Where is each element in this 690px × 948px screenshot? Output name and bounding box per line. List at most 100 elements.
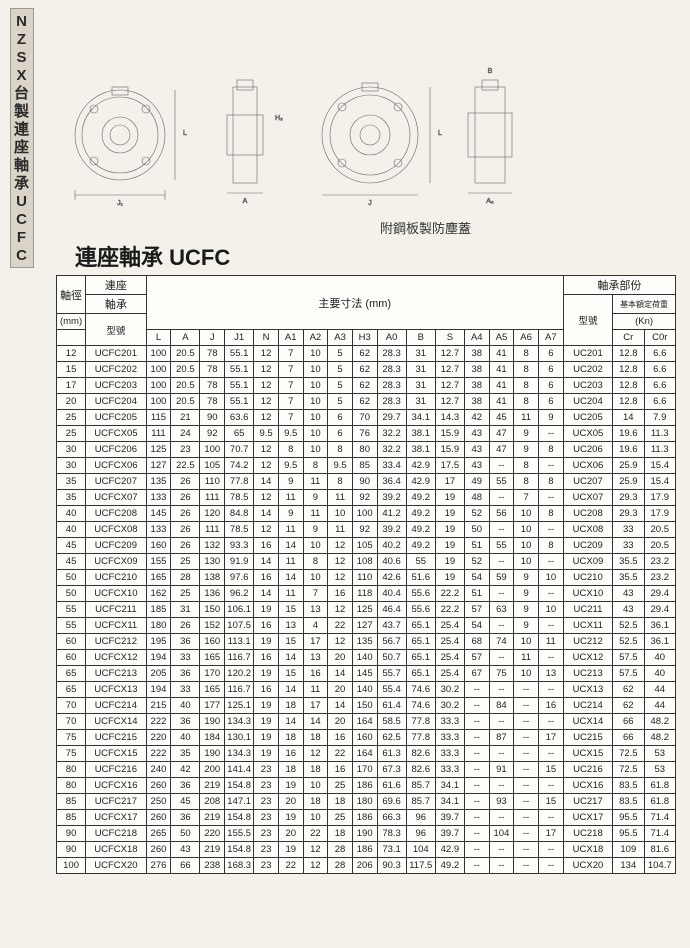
- hdr-mm: (mm): [57, 314, 86, 330]
- cell: 33: [171, 650, 200, 666]
- cell: --: [464, 746, 489, 762]
- cell: --: [514, 794, 539, 810]
- cell: 33: [613, 522, 644, 538]
- cell: UC214: [563, 698, 612, 714]
- cell: UCFC216: [86, 762, 147, 778]
- cell: 78: [200, 346, 225, 362]
- table-row: 75UCFCX1522235190134.31916122216461.382.…: [57, 746, 676, 762]
- cell: 70: [57, 714, 86, 730]
- cell: 20: [278, 826, 303, 842]
- cell: 12: [254, 378, 279, 394]
- cell: 260: [146, 842, 171, 858]
- cell: 127: [352, 618, 377, 634]
- cell: 165: [146, 570, 171, 586]
- cell: UC204: [563, 394, 612, 410]
- cell: UCFC213: [86, 666, 147, 682]
- cell: UCFC201: [86, 346, 147, 362]
- cell: 9: [303, 490, 328, 506]
- cell: 42.9: [406, 474, 435, 490]
- cell: 40.2: [377, 538, 406, 554]
- cell: 130.1: [225, 730, 254, 746]
- cell: 42.9: [435, 842, 464, 858]
- cell: 35.5: [613, 570, 644, 586]
- cell: 92: [200, 426, 225, 442]
- cell: 53: [644, 746, 676, 762]
- cell: 190: [352, 826, 377, 842]
- svg-text:J: J: [368, 200, 372, 207]
- cell: 7: [514, 490, 539, 506]
- cell: 100: [57, 858, 86, 874]
- cell: 20: [278, 794, 303, 810]
- cell: 17.5: [435, 458, 464, 474]
- cell: 85.7: [406, 794, 435, 810]
- cell: --: [538, 522, 563, 538]
- cell: 62.5: [377, 730, 406, 746]
- cell: UCX17: [563, 810, 612, 826]
- cell: 38.1: [406, 426, 435, 442]
- cell: 12.7: [435, 378, 464, 394]
- cell: 18: [278, 698, 303, 714]
- cell: 60: [57, 650, 86, 666]
- cell: UC211: [563, 602, 612, 618]
- cell: 222: [146, 746, 171, 762]
- cell: 65: [225, 426, 254, 442]
- cell: 12: [254, 362, 279, 378]
- cell: 40: [57, 506, 86, 522]
- cell: 14: [278, 538, 303, 554]
- table-row: 30UCFCX0612722.510574.2129.589.58533.442…: [57, 458, 676, 474]
- cell: 10: [328, 506, 353, 522]
- cell: 14: [254, 554, 279, 570]
- cell: 90: [57, 826, 86, 842]
- cell: 78: [200, 362, 225, 378]
- cell: 160: [352, 730, 377, 746]
- cell: 35: [57, 474, 86, 490]
- cell: 55: [489, 474, 514, 490]
- cell: 206: [352, 858, 377, 874]
- diagram-caption: 附鋼板製防塵蓋: [380, 218, 471, 237]
- svg-text:L: L: [438, 130, 442, 137]
- cell: 61.8: [644, 778, 676, 794]
- cell: 138: [200, 570, 225, 586]
- cell: 19: [254, 730, 279, 746]
- cell: UCFCX07: [86, 490, 147, 506]
- col-A0: A0: [377, 330, 406, 346]
- cell: 40: [644, 650, 676, 666]
- cell: 55.1: [225, 378, 254, 394]
- cell: UCFCX11: [86, 618, 147, 634]
- cell: 10: [303, 410, 328, 426]
- cell: 186: [352, 810, 377, 826]
- cell: 15.4: [644, 458, 676, 474]
- cell: UC207: [563, 474, 612, 490]
- cell: 57: [464, 602, 489, 618]
- cell: 22: [328, 746, 353, 762]
- cell: 55.4: [377, 682, 406, 698]
- cell: --: [464, 698, 489, 714]
- cell: 125.1: [225, 698, 254, 714]
- cell: 32.2: [377, 426, 406, 442]
- cell: 260: [146, 778, 171, 794]
- cell: UCFC206: [86, 442, 147, 458]
- cell: UCFCX14: [86, 714, 147, 730]
- cell: 80: [57, 762, 86, 778]
- hdr-bearing-part: 軸承部份: [563, 276, 675, 295]
- cell: 50: [464, 522, 489, 538]
- cell: 26: [171, 618, 200, 634]
- cell: UCFCX13: [86, 682, 147, 698]
- cell: 185: [146, 602, 171, 618]
- cell: 23.2: [644, 570, 676, 586]
- cell: 92: [352, 490, 377, 506]
- cell: 154.8: [225, 842, 254, 858]
- col-N: N: [254, 330, 279, 346]
- cell: 68: [464, 634, 489, 650]
- cell: UCFCX12: [86, 650, 147, 666]
- cell: --: [489, 522, 514, 538]
- cell: 50: [171, 826, 200, 842]
- cell: 12: [254, 490, 279, 506]
- cell: 10: [303, 378, 328, 394]
- cell: UCX12: [563, 650, 612, 666]
- cell: UCFC215: [86, 730, 147, 746]
- cell: 150: [352, 698, 377, 714]
- cell: 36: [171, 778, 200, 794]
- cell: 150: [200, 602, 225, 618]
- cell: UCFCX18: [86, 842, 147, 858]
